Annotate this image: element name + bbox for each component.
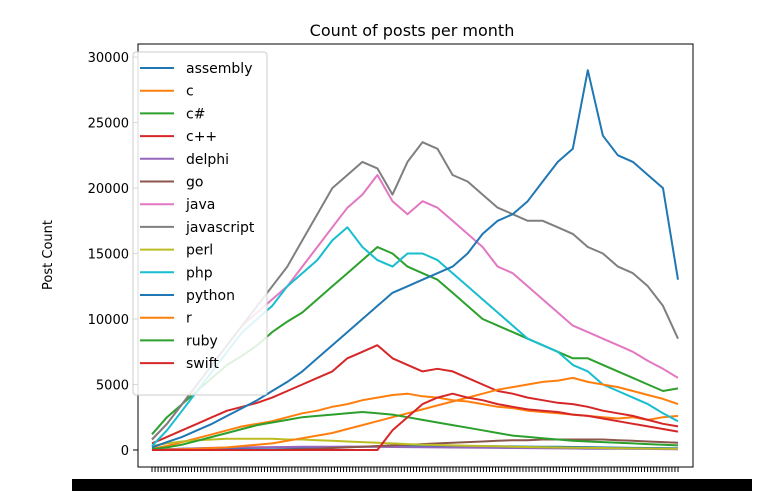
series-line-python (151, 69, 679, 449)
x-axis (72, 467, 752, 491)
legend-label: python (186, 288, 235, 304)
y-axis: 0 5000 10000 15000 20000 25000 30000 (88, 51, 138, 459)
legend-label: php (186, 265, 213, 281)
y-tick-label: 25000 (88, 117, 129, 132)
legend-label: javascript (185, 220, 255, 236)
series-line-swift (152, 392, 679, 451)
y-tick-label: 15000 (88, 248, 129, 263)
chart-title: Count of posts per month (310, 21, 515, 40)
legend: assembly c c# c++ delphi go java javascript perl… (132, 51, 268, 396)
legend-label: c++ (186, 129, 217, 145)
x-tick-labels-overlap (72, 479, 752, 491)
y-tick-label: 10000 (88, 313, 129, 328)
y-tick-label: 30000 (88, 51, 129, 66)
legend-label: c (186, 84, 194, 100)
y-axis-label: Post Count (41, 220, 56, 290)
legend-label: c# (186, 106, 205, 122)
y-tick-label: 5000 (96, 378, 129, 393)
legend-label: swift (186, 356, 219, 372)
legend-label: java (185, 197, 215, 213)
legend-label: r (186, 311, 192, 327)
legend-label: ruby (186, 333, 218, 349)
y-tick-label: 0 (121, 444, 129, 459)
series-line-ruby (151, 411, 679, 451)
legend-label: go (186, 175, 203, 191)
legend-box (132, 51, 268, 396)
legend-label: perl (186, 243, 213, 259)
series-line-cpp (151, 344, 679, 445)
legend-label: assembly (186, 61, 252, 77)
y-tick-label: 20000 (88, 182, 129, 197)
series-layer (151, 69, 679, 451)
series-line-perl (151, 437, 679, 450)
legend-label: delphi (186, 152, 229, 168)
